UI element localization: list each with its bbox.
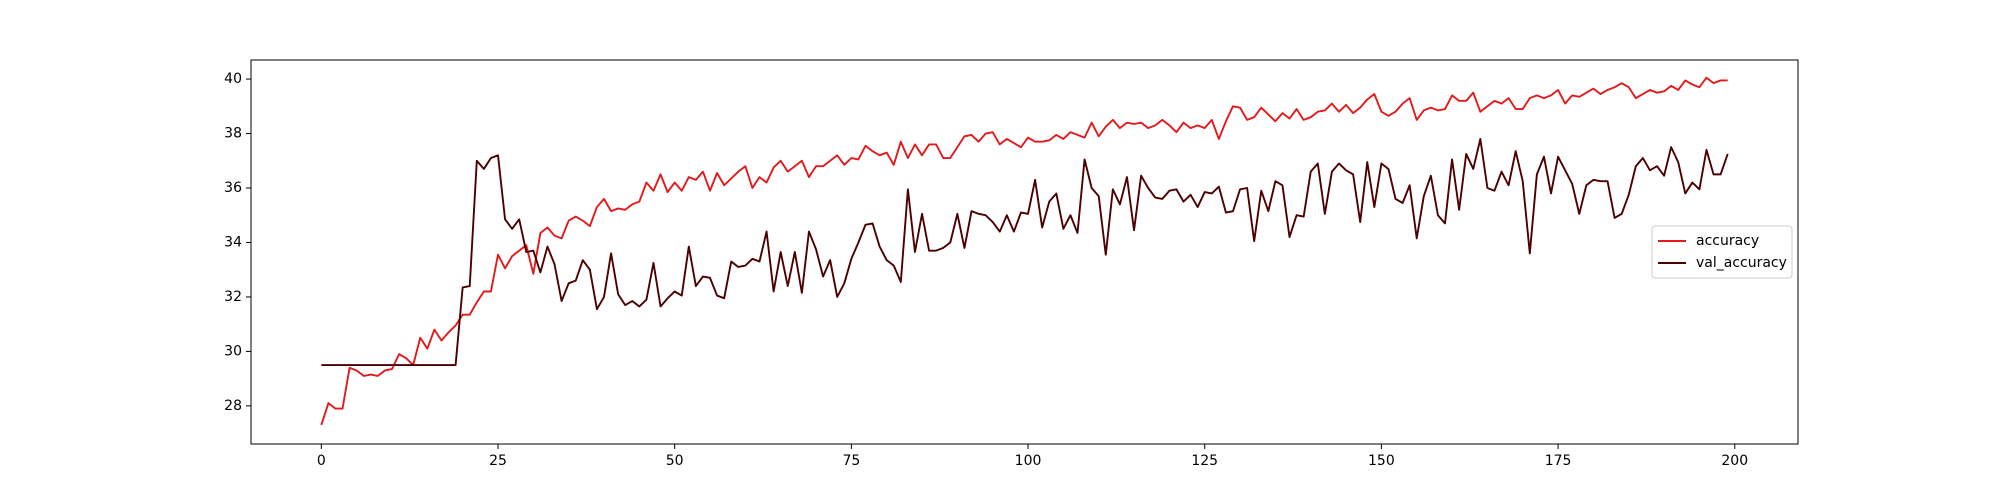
x-tick-label: 150 bbox=[1368, 453, 1395, 469]
legend-label: val_accuracy bbox=[1696, 255, 1787, 271]
x-tick-label: 175 bbox=[1545, 453, 1572, 469]
y-tick-label: 28 bbox=[224, 398, 242, 414]
y-tick-label: 38 bbox=[224, 126, 242, 142]
x-tick-label: 125 bbox=[1191, 453, 1218, 469]
legend-label: accuracy bbox=[1696, 233, 1759, 249]
line-series bbox=[320, 76, 1728, 426]
x-tick-label: 0 bbox=[317, 453, 326, 469]
x-tick-label: 100 bbox=[1015, 453, 1042, 469]
legend-box bbox=[1651, 225, 1793, 279]
y-tick-label: 32 bbox=[224, 289, 242, 305]
y-tick-label: 30 bbox=[224, 343, 242, 359]
line-series bbox=[321, 138, 1729, 366]
y-tick-label: 34 bbox=[224, 234, 242, 250]
y-tick-label: 36 bbox=[224, 180, 242, 196]
legend: accuracy val_accuracy bbox=[1651, 225, 1793, 279]
x-tick-label: 200 bbox=[1721, 453, 1748, 469]
x-tick-label: 25 bbox=[489, 453, 507, 469]
y-tick-label: 40 bbox=[224, 71, 242, 87]
x-tick-label: 50 bbox=[666, 453, 684, 469]
plot-frame bbox=[250, 59, 1799, 445]
x-tick-label: 75 bbox=[842, 453, 860, 469]
